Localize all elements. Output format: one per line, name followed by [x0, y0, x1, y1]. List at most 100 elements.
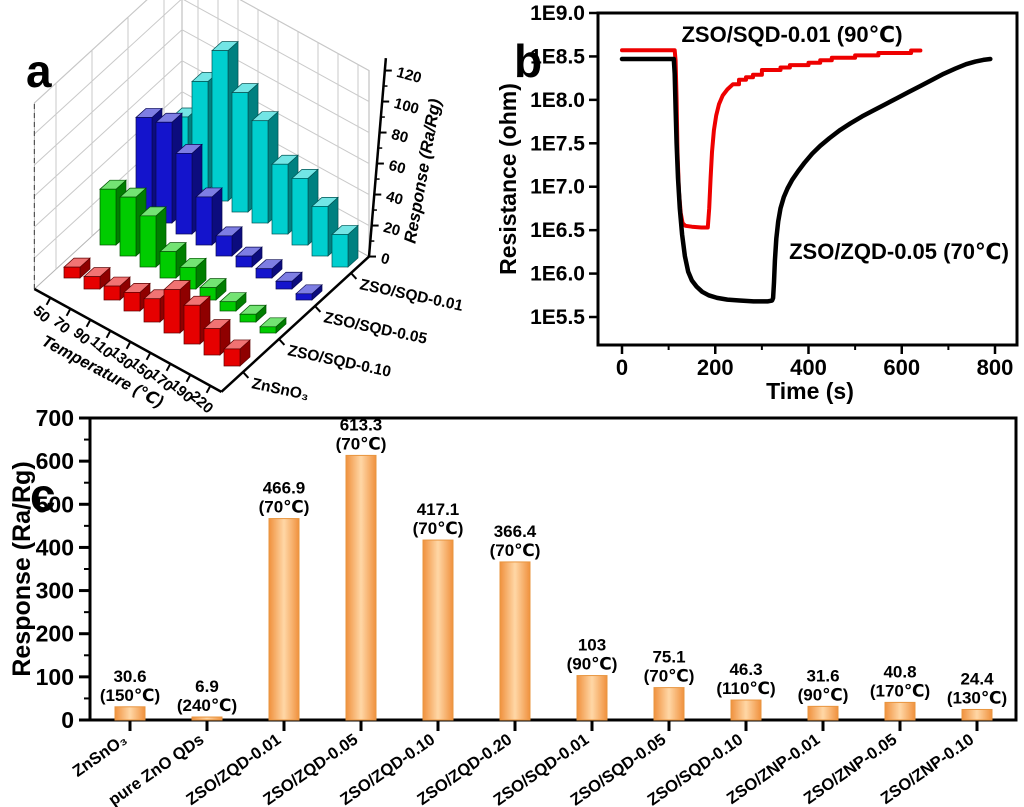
x-tick-label: 400	[790, 355, 827, 380]
bar-ZSOSQD-0.05	[653, 687, 685, 721]
bar3d-ZSOSQD-0.05-150	[235, 246, 263, 268]
bar-temp-label: (70℃)	[259, 498, 310, 517]
x-tick	[125, 341, 132, 350]
z-axis-title: Response (Ra/Rg)	[401, 97, 445, 245]
bar-ZSOSQD-0.10	[730, 699, 762, 721]
bar-front-face	[259, 326, 277, 334]
bar-temp-label: (150℃)	[100, 686, 160, 705]
grid-line-z	[34, 60, 370, 197]
bar3d-ZSOSQD-0.05-130	[215, 226, 243, 257]
grid-line-z	[34, 0, 370, 104]
bar-value-label: 466.9	[263, 479, 306, 498]
y-tick-label: 1E7.5	[530, 132, 585, 155]
bar3d-ZSOSQD-0.05-220	[295, 284, 323, 301]
y-tick-label: 1E6.0	[530, 263, 585, 286]
bar3d-ZSOSQD-0.01-190	[311, 196, 339, 257]
bar-front-face	[231, 92, 249, 213]
bar-value-label: 30.6	[113, 667, 146, 686]
bar-front-face	[159, 251, 177, 279]
bar-front-face	[275, 280, 293, 290]
grid-line-z	[34, 0, 370, 135]
x-tick	[85, 319, 92, 328]
x-tick	[45, 297, 52, 306]
bar-ZSOZQD-0.10	[422, 539, 454, 721]
bar-front-face	[195, 196, 213, 246]
series-label: ZSO/SQD-0.05	[322, 309, 429, 348]
z-axis	[367, 58, 388, 257]
x-tick	[105, 330, 112, 339]
series-tick	[314, 305, 322, 313]
z-tick-label: 120	[395, 64, 424, 87]
x-tick	[205, 385, 212, 394]
bar3d-ZnSnO-50	[63, 257, 91, 279]
bar-temp-label: (70℃)	[413, 519, 464, 538]
bar3d-ZnSnO-220	[223, 339, 251, 367]
x-tick-label: 70	[50, 314, 74, 338]
curve-ZSOSQD-0.0190	[620, 48, 923, 230]
bar-ZSOZQD-0.05	[345, 454, 377, 721]
x-tick	[145, 352, 152, 361]
bar-front-face	[139, 215, 157, 268]
y-tick-label: 500	[36, 491, 74, 517]
bar-ZSOZNP-0.05	[884, 701, 916, 721]
bar-temp-label: (70℃)	[644, 667, 695, 686]
y-tick-label: 0	[61, 707, 74, 733]
panel-a-letter: a	[26, 45, 52, 97]
bar-ZnSnO	[114, 706, 146, 721]
series-axis	[220, 255, 370, 393]
y-axis-title: Response (Ra/Rg)	[8, 461, 36, 676]
bar-value-label: 103	[578, 636, 606, 655]
y-tick-label: 1E8.0	[530, 89, 585, 112]
bar-front-face	[143, 298, 161, 323]
x-tick-label: 50	[30, 303, 54, 327]
grid-line-z	[34, 29, 370, 166]
y-tick-label: 1E6.5	[530, 219, 585, 242]
bar-pureZnOQDs	[191, 716, 223, 721]
bar3d-ZSOSQD-0.10-220	[259, 317, 287, 334]
bar3d-ZnSnO-170	[183, 295, 211, 345]
bar-front-face	[203, 328, 221, 356]
bar-value-label: 24.4	[960, 669, 994, 688]
bar-temp-label: (70℃)	[490, 541, 541, 560]
bar-front-face	[291, 178, 309, 246]
bar-temp-label: (240℃)	[177, 696, 237, 715]
legend-text: ZSO/ZQD-0.05 (70℃)	[789, 239, 1009, 264]
bar-front-face	[103, 285, 121, 301]
x-tick-label: 800	[977, 355, 1014, 380]
series-label: ZSO/SQD-0.01	[358, 276, 465, 315]
y-tick-label: 1E8.5	[530, 45, 585, 68]
series-tick	[278, 338, 286, 346]
bar-value-label: 613.3	[340, 415, 383, 434]
bar-front-face	[271, 163, 289, 235]
y-tick-label: 1E7.0	[530, 176, 585, 199]
bar-front-face	[219, 301, 237, 312]
series-tick	[242, 371, 250, 379]
bar-temp-label: (170℃)	[870, 681, 930, 700]
bar-front-face	[215, 235, 233, 257]
z-tick-label: 40	[384, 188, 405, 209]
bar-temp-label: (90℃)	[567, 655, 618, 674]
bar-front-face	[311, 206, 329, 257]
bar-ZSOZQD-0.20	[499, 561, 531, 721]
bar-ZSOZNP-0.10	[961, 708, 993, 721]
y-tick-label: 1E9.0	[530, 2, 585, 25]
bar-value-label: 40.8	[883, 662, 916, 681]
z-tick-label: 0	[379, 250, 391, 269]
bar-front-face	[163, 289, 181, 334]
bar-value-label: 6.9	[195, 677, 219, 696]
series-tick	[350, 272, 358, 280]
y-tick-label: 600	[36, 448, 74, 474]
plot-frame	[596, 11, 1019, 347]
bar-front-face	[235, 255, 253, 268]
bar-temp-label: (130℃)	[947, 688, 1007, 707]
y-tick-label: 300	[36, 578, 74, 604]
bar-front-face	[295, 293, 313, 301]
z-tick-label: 60	[387, 157, 408, 178]
bar3d-ZSOSQD-0.05-190	[275, 271, 303, 290]
x-tick	[185, 374, 192, 383]
bar-value-label: 31.6	[806, 666, 839, 685]
bar3d-ZSOSQD-0.05-90	[175, 143, 203, 235]
bar-front-face	[175, 153, 193, 235]
bar-value-label: 366.4	[494, 522, 537, 541]
